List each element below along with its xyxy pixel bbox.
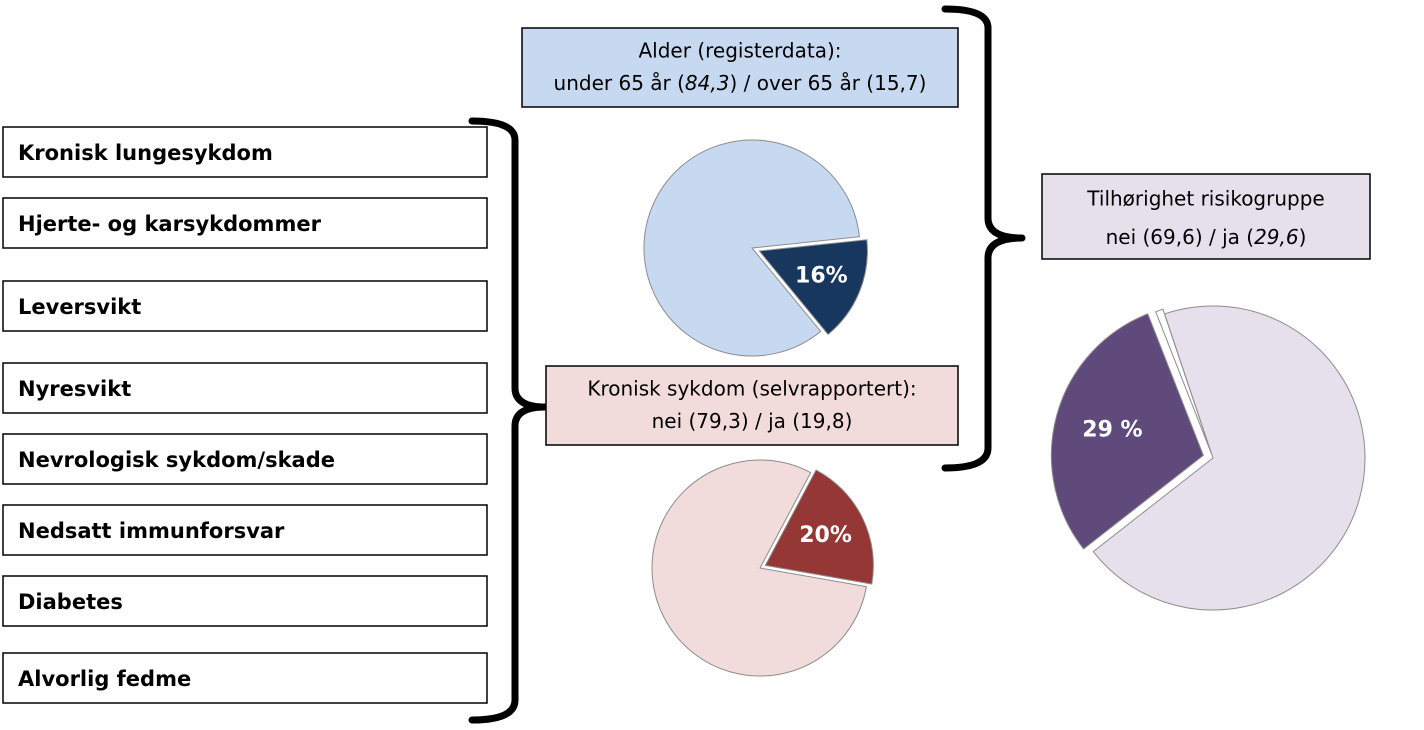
condition-label: Hjerte- og karsykdommer [18,212,322,236]
condition-label: Diabetes [18,590,123,614]
age-line: under 65 år (84,3) / over 65 år (15,7) [554,71,927,95]
condition-box [2,652,488,704]
risk-line: nei (69,6) / ja (29,6) [1106,225,1307,249]
condition-box [2,197,488,249]
pie-slice [643,139,860,357]
age-box [521,27,959,108]
line-part: nei (79,3) / ja (19,8) [652,409,853,433]
line-part: under 65 år ( [554,71,685,95]
right-brace [941,5,1026,472]
chronic-line: nei (79,3) / ja (19,8) [652,409,853,433]
risk-title: Tilhørighet risikogruppe [1086,187,1324,211]
condition-label: Leversvikt [18,295,141,319]
condition-box [2,280,488,332]
pie-slice [764,469,874,585]
pie-slice [651,459,867,677]
pie-slice [1050,313,1204,550]
pie-slice [758,239,868,336]
condition-label: Nyresvikt [18,377,131,401]
line-part: 84,3 [685,71,730,95]
condition-box [2,433,488,485]
pie-slice [1092,305,1366,611]
pie-label: 16% [795,263,848,288]
pie-label: 29 % [1082,418,1142,443]
risk-box [1041,173,1371,260]
condition-label: Nedsatt immunforsvar [18,519,285,543]
line-part: nei (69,6) / ja ( [1106,225,1254,249]
line-part: 29,6 [1254,225,1299,249]
pie-label: 20% [799,523,852,548]
condition-label: Kronisk lungesykdom [18,141,273,165]
chronic-box [545,365,959,446]
condition-label: Alvorlig fedme [18,667,191,691]
line-part: ) [1299,225,1307,249]
chronic-title: Kronisk sykdom (selvrapportert): [587,377,916,401]
left-brace [468,117,549,724]
condition-box [2,504,488,556]
line-part: ) / over 65 år (15,7) [729,71,926,95]
age-title: Alder (registerdata): [639,39,842,63]
pie-slice [1155,308,1212,454]
condition-label: Nevrologisk sykdom/skade [18,448,335,472]
condition-box [2,575,488,627]
condition-box [2,126,488,178]
condition-box [2,362,488,414]
